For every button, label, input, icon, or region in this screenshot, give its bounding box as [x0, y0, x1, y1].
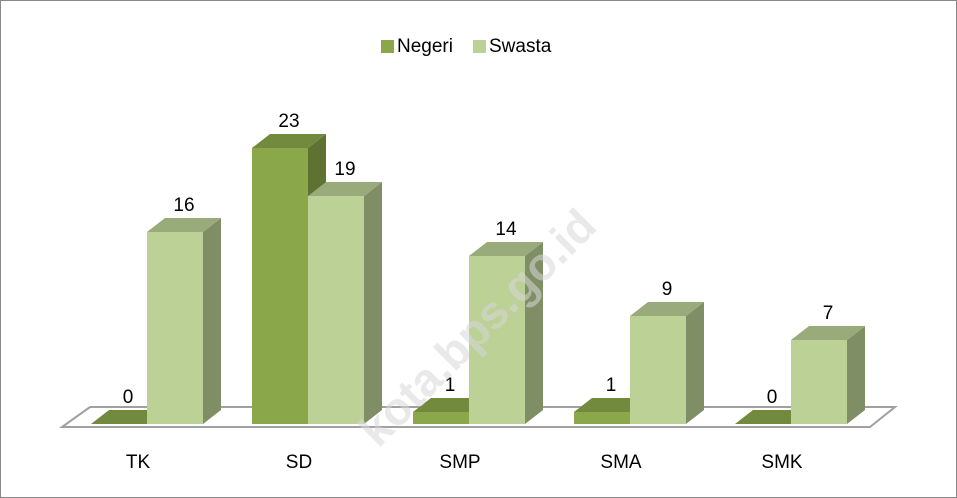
data-label: 9: [662, 279, 673, 300]
bar-top: [308, 182, 382, 196]
legend-swatch: [381, 40, 394, 53]
bar-front: [574, 412, 630, 424]
data-label: 1: [606, 375, 617, 396]
bar: [791, 326, 865, 424]
bar-front: [791, 340, 847, 424]
x-tick-label: SMA: [600, 452, 642, 473]
x-tick-label: SMK: [761, 452, 803, 473]
bar: [574, 398, 648, 424]
bar: [469, 242, 543, 424]
data-label: 7: [823, 303, 834, 324]
x-tick-label: SMP: [439, 452, 480, 473]
bar: [91, 410, 165, 424]
bar-top: [147, 218, 221, 232]
bar-side: [847, 326, 865, 424]
data-label: 23: [278, 111, 299, 132]
bar-top: [735, 410, 809, 424]
bar-front: [469, 256, 525, 424]
bar-top: [413, 398, 487, 412]
data-label: 1: [445, 375, 456, 396]
legend-label: Negeri: [397, 36, 453, 57]
data-label: 0: [123, 387, 134, 408]
data-label: 19: [334, 159, 355, 180]
data-label: 16: [173, 195, 194, 216]
data-label: 0: [767, 387, 778, 408]
bar-side: [525, 242, 543, 424]
bar-front: [413, 412, 469, 424]
bar-top: [791, 326, 865, 340]
bar-front: [147, 232, 203, 424]
bar-side: [364, 182, 382, 424]
bar: [147, 218, 221, 424]
bar: [308, 182, 382, 424]
data-label: 14: [495, 219, 517, 240]
legend-label: Swasta: [489, 36, 552, 57]
x-tick-label: TK: [126, 452, 151, 473]
bar-front: [252, 148, 308, 424]
bar: [630, 302, 704, 424]
bar: [735, 410, 809, 424]
bar-top: [574, 398, 648, 412]
bar-front: [630, 316, 686, 424]
legend-swatch: [472, 40, 486, 53]
bar-top: [630, 302, 704, 316]
legend: Negeri Swasta: [381, 36, 552, 57]
bar-front: [308, 196, 364, 424]
bar-side: [686, 302, 704, 424]
bar-top: [91, 410, 165, 424]
bar-side: [203, 218, 221, 424]
x-tick-label: SD: [286, 452, 312, 473]
bar-top: [469, 242, 543, 256]
bar-top: [252, 134, 326, 148]
floor: [58, 406, 898, 428]
